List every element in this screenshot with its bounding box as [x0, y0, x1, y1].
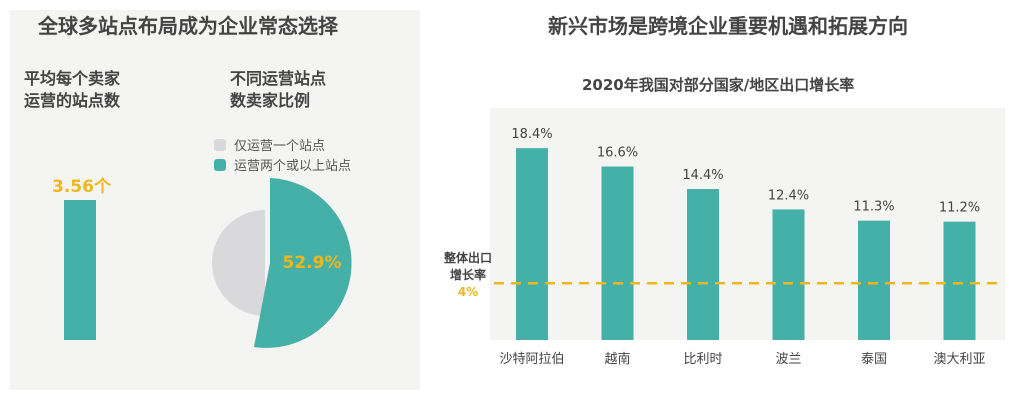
bar-0: [516, 148, 548, 340]
plot-background: [490, 108, 1005, 340]
bar-4: [858, 220, 890, 340]
bar-value-label-3: 12.4%: [768, 188, 809, 203]
legend-single-site: 仅运营一个站点: [214, 135, 325, 154]
bar-1: [601, 166, 634, 340]
ref-line-value: 4%: [458, 285, 478, 299]
category-label-2: 比利时: [683, 352, 722, 367]
site-ratio-label-line1: 不同运营站点: [230, 69, 327, 88]
legend-swatch-grey: [214, 139, 226, 151]
avg-sites-value: 3.56个: [52, 177, 111, 197]
category-label-4: 泰国: [861, 352, 887, 367]
bar-value-label-5: 11.2%: [939, 201, 980, 216]
site-ratio-label-line2: 数卖家比例: [230, 91, 311, 110]
ref-line-label-2: 增长率: [450, 267, 486, 282]
category-label-3: 波兰: [775, 352, 801, 367]
right-heading: 新兴市场是跨境企业重要机遇和拓展方向: [548, 14, 908, 38]
left-heading: 全球多站点布局成为企业常态选择: [38, 14, 338, 38]
avg-sites-label-line2: 运营的站点数: [24, 91, 121, 110]
bar-value-label-2: 14.4%: [682, 168, 723, 183]
avg-sites-label: 平均每个卖家 运营的站点数: [24, 68, 120, 112]
bar-value-label-0: 18.4%: [511, 127, 552, 142]
chart-title: 2020年我国对部分国家/地区出口增长率: [582, 76, 855, 94]
avg-sites-bar: [64, 200, 96, 340]
bar-2: [687, 189, 719, 340]
ref-line-label-1: 整体出口: [443, 250, 492, 265]
avg-sites-label-line1: 平均每个卖家: [24, 69, 121, 88]
legend-swatch-teal: [214, 159, 226, 171]
bar-value-label-1: 16.6%: [597, 146, 638, 161]
bar-value-label-4: 11.3%: [853, 200, 894, 215]
legend-single-site-label: 仅运营一个站点: [234, 139, 326, 154]
category-label-1: 越南: [604, 351, 630, 367]
bar-5: [943, 221, 976, 340]
category-label-0: 沙特阿拉伯: [499, 352, 564, 367]
bar-3: [772, 209, 805, 340]
legend-multi-site-label: 运营两个或以上站点: [234, 159, 352, 174]
site-ratio-label: 不同运营站点 数卖家比例: [230, 68, 326, 112]
legend-multi-site: 运营两个或以上站点: [214, 155, 351, 174]
category-label-5: 澳大利亚: [933, 351, 985, 367]
